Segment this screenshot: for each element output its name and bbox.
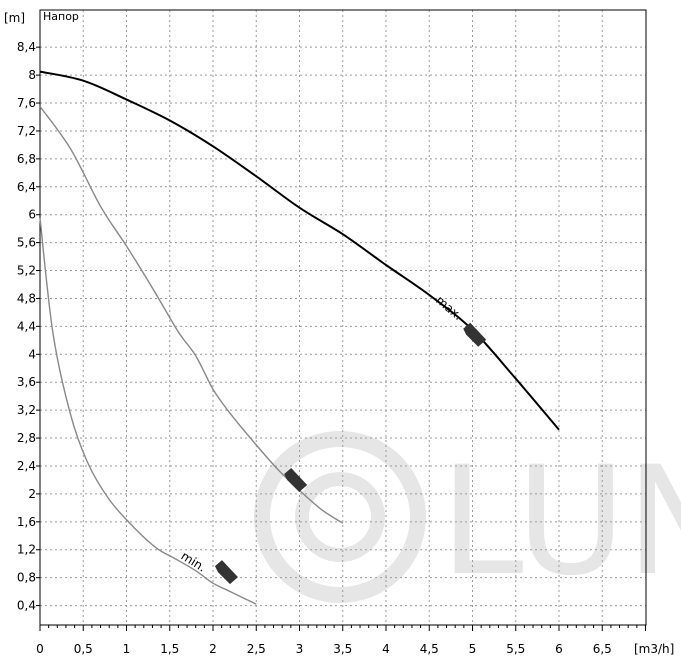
x-axis-unit: [m3/h]	[634, 642, 674, 656]
chart-title: Напор	[43, 10, 79, 23]
y-tick-label: 6	[28, 208, 36, 222]
x-tick-label: 1	[123, 642, 131, 656]
x-tick-label: 3	[296, 642, 304, 656]
x-tick-label: 4,5	[420, 642, 439, 656]
x-tick-label: 2	[209, 642, 217, 656]
y-tick-label: 2,8	[17, 431, 36, 445]
x-tick-label: 6	[555, 642, 563, 656]
y-tick-label: 7,6	[17, 96, 36, 110]
x-tick-label: 5,5	[506, 642, 525, 656]
curve-annotation: min.	[179, 549, 209, 575]
y-tick-label: 4,4	[17, 319, 36, 333]
curve-min	[39, 218, 257, 605]
curve-marker	[284, 467, 308, 492]
curve-markers	[214, 322, 487, 585]
y-tick-label: 3,2	[17, 403, 36, 417]
y-tick-label: 6,4	[17, 180, 36, 194]
y-tick-label: 3,6	[17, 375, 36, 389]
watermark-ring-outer	[254, 431, 426, 603]
y-tick-label: 8,4	[17, 40, 36, 54]
y-tick-label: 5,2	[17, 264, 36, 278]
y-tick-label: 6,8	[17, 152, 36, 166]
y-tick-label: 2	[28, 487, 36, 501]
y-tick-label: 2,4	[17, 459, 36, 473]
y-tick-label: 0,4	[17, 599, 36, 613]
x-tick-label: 3,5	[333, 642, 352, 656]
x-tick-label: 4	[382, 642, 390, 656]
x-tick-label: 0,5	[74, 642, 93, 656]
curve-marker	[463, 322, 487, 347]
y-axis-labels: 0,4 0,8 1,2 1,6 2 2,4 2,8 3,2 3,6 4 4,4 4,8 5,2 5,6 6 6…	[17, 40, 36, 612]
x-tick-label: 1,5	[160, 642, 179, 656]
watermark-ring-inner	[295, 472, 385, 562]
y-tick-label: 8	[28, 68, 36, 82]
axis-tick-marks	[36, 46, 646, 631]
y-tick-label: 4	[28, 347, 36, 361]
y-tick-label: 7,2	[17, 124, 36, 138]
y-tick-label: 4,8	[17, 291, 36, 305]
x-tick-label: 5	[469, 642, 477, 656]
y-tick-label: 1,6	[17, 515, 36, 529]
curve-marker	[214, 560, 238, 585]
x-axis-labels: 0 0,5 1 1,5 2 2,5 3 3,5 4 4,5 5 5,5 6 6,5	[36, 642, 612, 656]
x-tick-label: 2,5	[247, 642, 266, 656]
x-tick-label: 0	[36, 642, 44, 656]
y-axis-unit: [m]	[4, 11, 25, 25]
y-tick-label: 5,6	[17, 236, 36, 250]
y-tick-label: 1,2	[17, 543, 36, 557]
y-tick-label: 0,8	[17, 571, 36, 585]
x-tick-label: 6,5	[593, 642, 612, 656]
